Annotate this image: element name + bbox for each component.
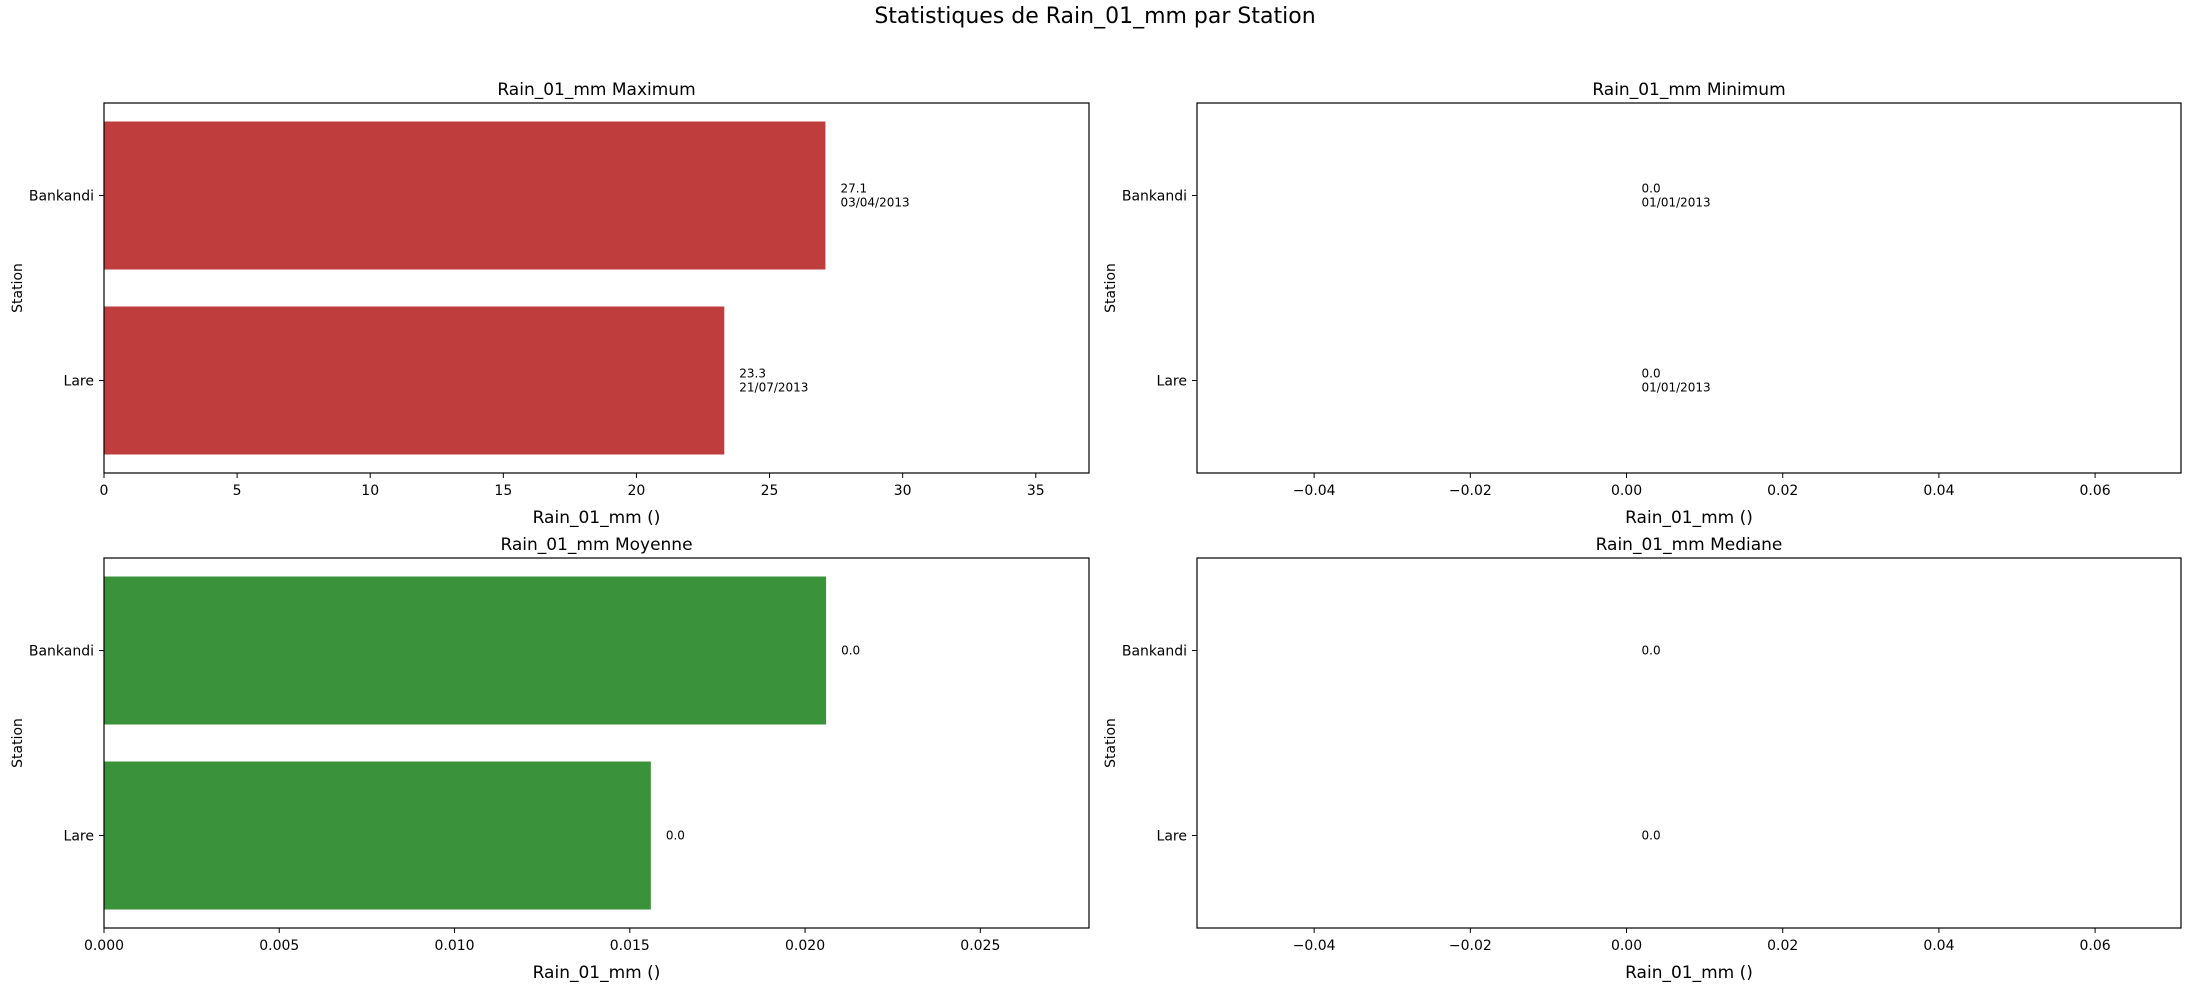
chart-title: Rain_01_mm Minimum <box>1592 80 1785 100</box>
x-tick-label: 0.00 <box>1611 483 1642 499</box>
chart-title: Rain_01_mm Moyenne <box>500 535 692 555</box>
chart-title: Rain_01_mm Mediane <box>1596 535 1783 555</box>
x-tick-label: 0.00 <box>1611 938 1642 954</box>
y-tick-label: Lare <box>64 829 94 845</box>
x-tick-label: −0.04 <box>1293 483 1336 499</box>
axes-frame <box>1196 557 2182 929</box>
x-tick-label: 25 <box>761 483 779 499</box>
x-tick-label: 0.06 <box>2080 938 2111 954</box>
chart-mean: 0.0 Bankandi 0.0 Lare 0.000 0.005 0.010 0.015 0.… <box>10 535 1090 983</box>
x-axis-label: Rain_01_mm () <box>533 508 661 528</box>
x-tick-label: 30 <box>894 483 912 499</box>
x-tick-label: 0.04 <box>1923 483 1954 499</box>
x-tick-label: 0 <box>100 483 109 499</box>
chart-max: 27.1 03/04/2013 Bankandi 23.3 21/07/2013 Lare… <box>10 80 1090 528</box>
bar-lare <box>104 761 651 910</box>
bar-label-bankandi: 0.0 <box>1642 644 1661 658</box>
bar-label-bankandi: 27.1 03/04/2013 <box>840 182 909 210</box>
y-tick-label: Bankandi <box>29 644 94 660</box>
x-tick-label: 5 <box>233 483 242 499</box>
bar-lare <box>104 306 725 455</box>
y-tick-label: Bankandi <box>1122 189 1187 205</box>
x-tick-label: −0.02 <box>1449 938 1492 954</box>
y-axis-label: Station <box>1103 718 1119 768</box>
y-tick-label: Lare <box>1157 829 1187 845</box>
bar-bankandi <box>104 121 826 270</box>
figure-title: Statistiques de Rain_01_mm par Station <box>874 4 1316 29</box>
axes-frame <box>103 557 1090 929</box>
x-tick-label: 0.005 <box>259 938 299 954</box>
x-tick-label: 10 <box>361 483 379 499</box>
x-tick-label: 0.04 <box>1923 938 1954 954</box>
bar-label-bankandi: 0.0 01/01/2013 <box>1642 182 1711 210</box>
x-tick-label: 0.02 <box>1767 483 1798 499</box>
bar-label-lare: 0.0 <box>1642 829 1661 843</box>
x-axis-label: Rain_01_mm () <box>1625 963 1753 983</box>
bar-label-bankandi: 0.0 <box>841 644 860 658</box>
y-tick-label: Bankandi <box>29 189 94 205</box>
chart-min: 0.0 01/01/2013 Bankandi 0.0 01/01/2013 Lare −0… <box>1103 80 2182 528</box>
chart-median: 0.0 Bankandi 0.0 Lare −0.04 −0.02 0.00 0.02 0.04… <box>1103 535 2182 983</box>
y-axis-label: Station <box>1103 263 1119 313</box>
x-axis-label: Rain_01_mm () <box>1625 508 1753 528</box>
bar-label-lare: 23.3 21/07/2013 <box>739 367 808 395</box>
x-tick-label: 0.025 <box>960 938 1000 954</box>
y-axis-label: Station <box>10 718 26 768</box>
bar-bankandi <box>104 576 827 725</box>
axes-frame <box>103 102 1090 474</box>
x-tick-label: 0.020 <box>785 938 825 954</box>
x-tick-label: 0.06 <box>2080 483 2111 499</box>
y-tick-label: Lare <box>64 374 94 390</box>
x-axis-label: Rain_01_mm () <box>533 963 661 983</box>
axes-frame <box>1196 102 2182 474</box>
chart-title: Rain_01_mm Maximum <box>497 80 695 100</box>
x-tick-label: 0.000 <box>84 938 124 954</box>
bar-label-lare: 0.0 <box>666 829 685 843</box>
x-tick-label: 0.02 <box>1767 938 1798 954</box>
x-tick-label: 20 <box>628 483 646 499</box>
x-tick-label: −0.04 <box>1293 938 1336 954</box>
y-tick-label: Lare <box>1157 374 1187 390</box>
x-tick-label: 0.010 <box>434 938 474 954</box>
y-tick-label: Bankandi <box>1122 644 1187 660</box>
x-tick-label: 0.015 <box>610 938 650 954</box>
bar-label-lare: 0.0 01/01/2013 <box>1642 367 1711 395</box>
x-tick-label: 35 <box>1027 483 1045 499</box>
x-tick-label: 15 <box>494 483 512 499</box>
x-tick-label: −0.02 <box>1449 483 1492 499</box>
y-axis-label: Station <box>10 263 26 313</box>
